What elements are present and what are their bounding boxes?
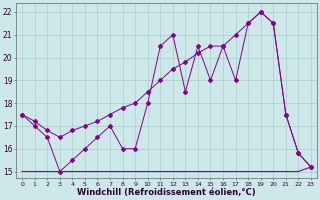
X-axis label: Windchill (Refroidissement éolien,°C): Windchill (Refroidissement éolien,°C) — [77, 188, 256, 197]
